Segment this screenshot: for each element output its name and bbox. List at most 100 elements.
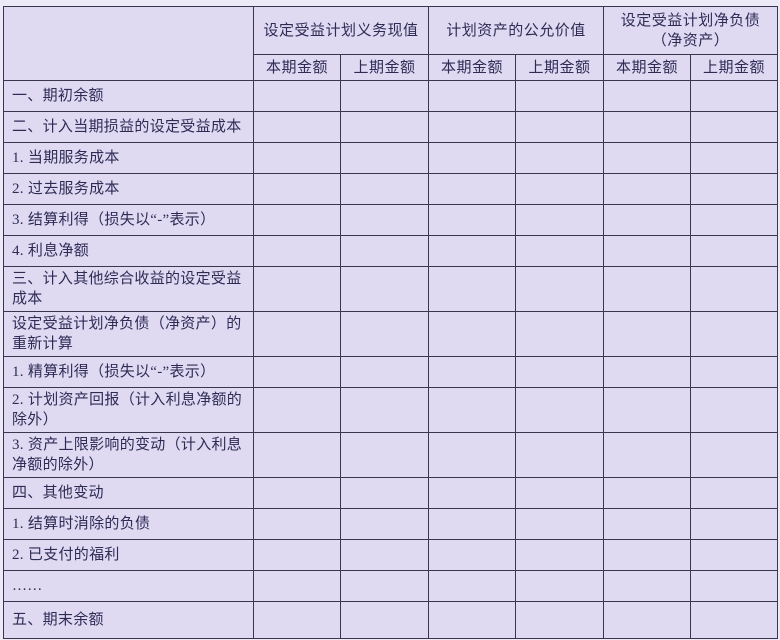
value-cell [428, 432, 517, 478]
value-cell [515, 80, 605, 112]
table-row: 2. 计划资产回报（计入利息净额的除外） [3, 387, 779, 433]
value-cell [515, 387, 605, 433]
row-label-cell: 三、计入其他综合收益的设定受益成本 [3, 266, 254, 312]
value-cell [253, 235, 341, 267]
value-cell [603, 356, 692, 388]
header-row-periods: 本期金额 上期金额 本期金额 上期金额 本期金额 上期金额 [4, 54, 779, 81]
table-row: 1. 当期服务成本 [3, 142, 779, 174]
subheader-current-3: 本期金额 [603, 54, 692, 81]
table-row: 2. 已支付的福利 [3, 539, 779, 571]
value-cell [690, 80, 779, 112]
value-cell [339, 173, 430, 205]
value-cell [603, 477, 692, 509]
value-cell [515, 311, 605, 357]
value-cell [339, 80, 430, 112]
value-cell [339, 142, 430, 174]
value-cell [515, 142, 605, 174]
value-cell [428, 311, 517, 357]
header-row-groups: 设定受益计划义务现值 计划资产的公允价值 设定受益计划净负债 （净资产） [3, 6, 779, 81]
value-cell [690, 570, 779, 602]
value-cell [428, 539, 517, 571]
row-label-cell: 2. 已支付的福利 [3, 539, 254, 571]
value-cell [515, 204, 605, 236]
value-cell [428, 601, 517, 639]
value-cell [690, 266, 779, 312]
value-cell [253, 311, 341, 357]
table-row: 1. 结算时消除的负债 [3, 508, 779, 540]
row-label-cell: 四、其他变动 [3, 477, 254, 509]
row-label-cell: 2. 计划资产回报（计入利息净额的除外） [3, 387, 254, 433]
table-header: 设定受益计划义务现值 计划资产的公允价值 设定受益计划净负债 （净资产） 本期金… [3, 6, 779, 81]
table-row: 4. 利息净额 [3, 235, 779, 267]
value-cell [515, 173, 605, 205]
value-cell [428, 477, 517, 509]
table-row: 四、其他变动 [3, 477, 779, 509]
value-cell [690, 508, 779, 540]
value-cell [253, 142, 341, 174]
corner-cell [3, 6, 254, 81]
row-label-cell: 一、期初余额 [3, 80, 254, 112]
value-cell [690, 387, 779, 433]
value-cell [515, 111, 605, 143]
value-cell [253, 570, 341, 602]
value-cell [515, 508, 605, 540]
value-cell [603, 539, 692, 571]
value-cell [339, 387, 430, 433]
value-cell [603, 142, 692, 174]
value-cell [515, 539, 605, 571]
value-cell [339, 570, 430, 602]
table-row: 2. 过去服务成本 [3, 173, 779, 205]
value-cell [428, 266, 517, 312]
value-cell [603, 570, 692, 602]
value-cell [690, 111, 779, 143]
value-cell [603, 235, 692, 267]
value-cell [339, 235, 430, 267]
subheader-prior-2: 上期金额 [515, 54, 605, 81]
column-group-net-liability: 设定受益计划净负债 （净资产） [603, 6, 779, 55]
row-label-cell: 3. 资产上限影响的变动（计入利息净额的除外） [3, 432, 254, 478]
row-label-cell: 2. 过去服务成本 [3, 173, 254, 205]
defined-benefit-plan-table: 设定受益计划义务现值 计划资产的公允价值 设定受益计划净负债 （净资产） 本期金… [3, 6, 779, 639]
value-cell [603, 204, 692, 236]
value-cell [515, 266, 605, 312]
value-cell [603, 111, 692, 143]
row-label-cell: 1. 精算利得（损失以“-”表示） [3, 356, 254, 388]
value-cell [339, 266, 430, 312]
value-cell [603, 266, 692, 312]
subheader-current-2: 本期金额 [428, 54, 517, 81]
value-cell [428, 356, 517, 388]
row-label-cell: …… [3, 570, 254, 602]
value-cell [339, 356, 430, 388]
value-cell [428, 111, 517, 143]
table-row: 设定受益计划净负债（净资产）的重新计算 [3, 311, 779, 357]
table-row: 三、计入其他综合收益的设定受益成本 [3, 266, 779, 312]
table-row: 1. 精算利得（损失以“-”表示） [3, 356, 779, 388]
table-row: 二、计入当期损益的设定受益成本 [3, 111, 779, 143]
value-cell [428, 508, 517, 540]
value-cell [253, 601, 341, 639]
table-row: 3. 结算利得（损失以“-”表示） [3, 204, 779, 236]
value-cell [515, 432, 605, 478]
value-cell [690, 311, 779, 357]
value-cell [603, 173, 692, 205]
value-cell [603, 80, 692, 112]
value-cell [603, 387, 692, 433]
row-label-cell: 4. 利息净额 [3, 235, 254, 267]
value-cell [339, 601, 430, 639]
value-cell [428, 204, 517, 236]
value-cell [515, 570, 605, 602]
value-cell [253, 387, 341, 433]
value-cell [603, 432, 692, 478]
value-cell [253, 477, 341, 509]
table-row: …… [3, 570, 779, 602]
row-label-cell: 1. 结算时消除的负债 [3, 508, 254, 540]
value-cell [428, 142, 517, 174]
value-cell [253, 356, 341, 388]
value-cell [690, 539, 779, 571]
value-cell [339, 204, 430, 236]
value-cell [339, 311, 430, 357]
value-cell [339, 477, 430, 509]
row-label-cell: 五、期末余额 [3, 601, 254, 639]
value-cell [253, 432, 341, 478]
column-group-obligation: 设定受益计划义务现值 [252, 6, 430, 55]
